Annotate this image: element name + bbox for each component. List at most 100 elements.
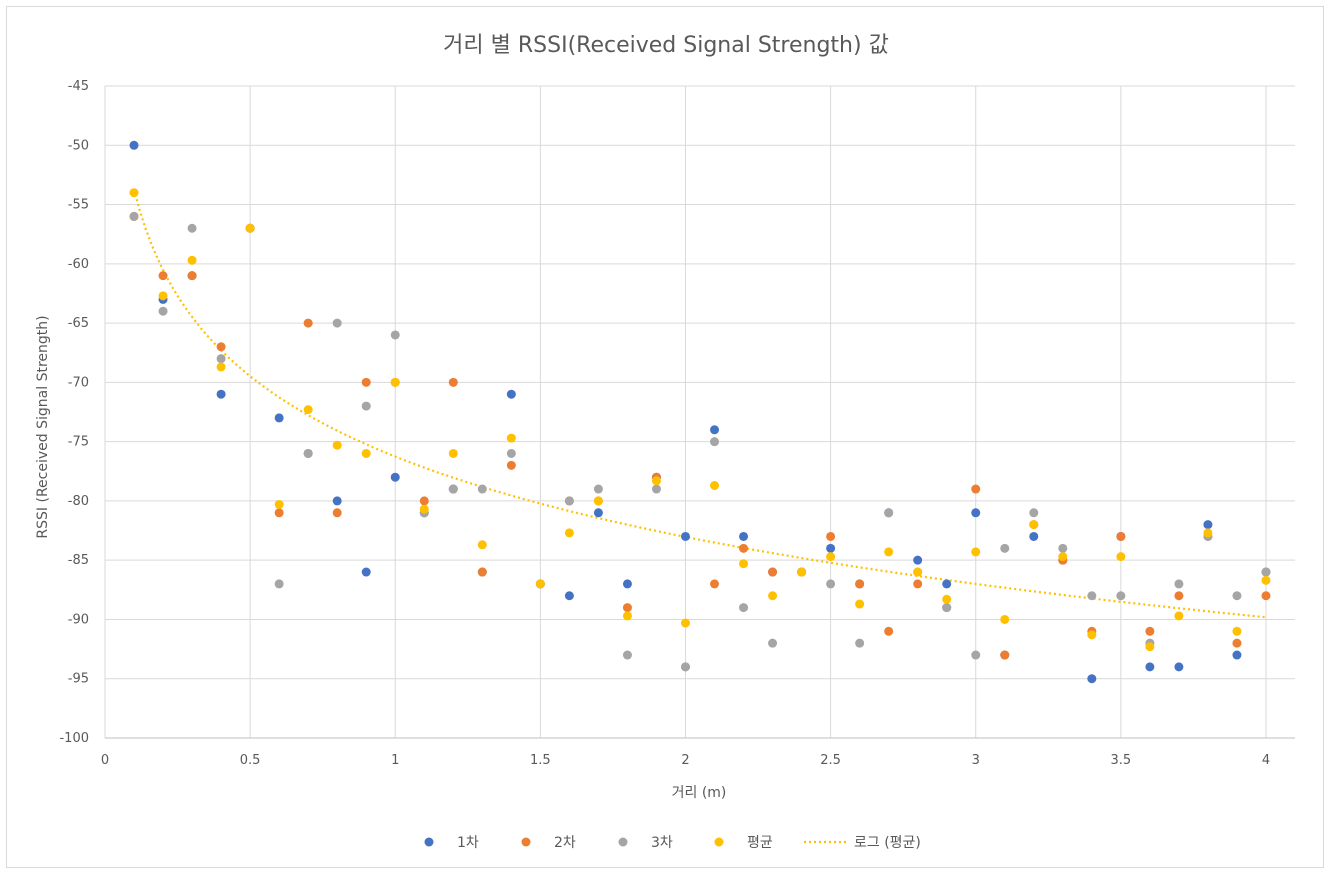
point-series-3 bbox=[506, 448, 516, 458]
point-series-3 bbox=[1000, 543, 1010, 553]
point-series-2 bbox=[274, 508, 284, 518]
x-axis-ticks: 0 0.5 1 1.5 2 2.5 3 3.5 4 bbox=[101, 753, 1270, 768]
y-axis-title: RSSI (Received Signal Strength) bbox=[35, 315, 51, 538]
point-series-2 bbox=[739, 543, 749, 553]
point-series-1 bbox=[739, 531, 749, 541]
point-series-3 bbox=[710, 437, 720, 447]
point-series-3 bbox=[158, 306, 168, 316]
point-series-3 bbox=[971, 650, 981, 660]
point-series-1 bbox=[129, 140, 139, 150]
y-tick-label: -55 bbox=[68, 198, 89, 213]
point-series-4 bbox=[274, 499, 284, 509]
point-series-4 bbox=[680, 618, 690, 628]
point-series-4 bbox=[129, 188, 139, 198]
x-axis-title: 거리 (m) bbox=[672, 785, 727, 801]
point-series-2 bbox=[622, 603, 632, 613]
point-series-2 bbox=[1145, 626, 1155, 636]
y-tick-label: -90 bbox=[68, 612, 89, 627]
point-series-3 bbox=[680, 662, 690, 672]
point-series-2 bbox=[1000, 650, 1010, 660]
point-series-2 bbox=[477, 567, 487, 577]
point-series-4 bbox=[797, 567, 807, 577]
point-series-1 bbox=[942, 579, 952, 589]
point-series-4 bbox=[942, 594, 952, 604]
point-series-4 bbox=[1261, 575, 1271, 585]
point-series-4 bbox=[1145, 642, 1155, 652]
point-series-1 bbox=[564, 591, 574, 601]
point-series-3 bbox=[1261, 567, 1271, 577]
y-tick-label: -95 bbox=[68, 672, 89, 687]
point-series-1 bbox=[971, 508, 981, 518]
point-series-2 bbox=[710, 579, 720, 589]
point-series-3 bbox=[1116, 591, 1126, 601]
point-series-3 bbox=[390, 330, 400, 340]
y-tick-label: -65 bbox=[68, 316, 89, 331]
point-series-1 bbox=[826, 543, 836, 553]
point-series-3 bbox=[826, 579, 836, 589]
legend-marker-3 bbox=[618, 837, 628, 847]
point-series-4 bbox=[448, 448, 458, 458]
point-series-2 bbox=[187, 271, 197, 281]
point-series-2 bbox=[332, 508, 342, 518]
chart-frame: 거리 별 RSSI(Received Signal Strength) 값 -4… bbox=[6, 6, 1324, 868]
point-series-3 bbox=[1029, 508, 1039, 518]
point-series-4 bbox=[506, 433, 516, 443]
x-tick-label: 1.5 bbox=[530, 753, 551, 768]
x-tick-label: 2 bbox=[681, 753, 689, 768]
point-series-4 bbox=[768, 591, 778, 601]
point-series-3 bbox=[1087, 591, 1097, 601]
point-series-3 bbox=[651, 484, 661, 494]
point-series-4 bbox=[187, 255, 197, 265]
point-series-4 bbox=[303, 405, 313, 415]
x-tick-label: 4 bbox=[1262, 753, 1270, 768]
trendline-log-average bbox=[132, 189, 1267, 619]
point-series-1 bbox=[622, 579, 632, 589]
point-series-4 bbox=[1174, 611, 1184, 621]
point-series-4 bbox=[884, 547, 894, 557]
point-series-2 bbox=[419, 496, 429, 506]
point-series-1 bbox=[216, 389, 226, 399]
point-series-1 bbox=[274, 413, 284, 423]
point-series-3 bbox=[303, 448, 313, 458]
y-tick-label: -75 bbox=[68, 435, 89, 450]
point-series-3 bbox=[884, 508, 894, 518]
point-series-3 bbox=[593, 484, 603, 494]
point-series-3 bbox=[477, 484, 487, 494]
point-series-3 bbox=[739, 603, 749, 613]
point-series-4 bbox=[535, 579, 545, 589]
point-series-3 bbox=[129, 211, 139, 221]
point-series-3 bbox=[332, 318, 342, 328]
point-series-2 bbox=[361, 377, 371, 387]
legend-marker-2 bbox=[521, 837, 531, 847]
point-series-3 bbox=[1174, 579, 1184, 589]
point-series-2 bbox=[971, 484, 981, 494]
point-series-1 bbox=[1145, 662, 1155, 672]
data-points bbox=[129, 140, 1271, 684]
point-series-3 bbox=[187, 223, 197, 233]
point-series-2 bbox=[158, 271, 168, 281]
x-tick-label: 3.5 bbox=[1111, 753, 1132, 768]
legend-label-3: 3차 bbox=[651, 835, 673, 851]
point-series-1 bbox=[680, 531, 690, 541]
point-series-1 bbox=[1029, 531, 1039, 541]
point-series-2 bbox=[1174, 591, 1184, 601]
point-series-2 bbox=[506, 460, 516, 470]
legend-label-1: 1차 bbox=[457, 835, 479, 851]
point-series-3 bbox=[942, 603, 952, 613]
point-series-3 bbox=[361, 401, 371, 411]
legend-marker-4 bbox=[714, 837, 724, 847]
point-series-4 bbox=[1058, 552, 1068, 562]
point-series-4 bbox=[651, 476, 661, 486]
point-series-4 bbox=[971, 547, 981, 557]
y-tick-label: -60 bbox=[68, 257, 89, 272]
point-series-2 bbox=[216, 342, 226, 352]
y-tick-label: -100 bbox=[59, 731, 89, 746]
point-series-4 bbox=[216, 362, 226, 372]
legend-marker-1 bbox=[424, 837, 434, 847]
point-series-4 bbox=[1087, 630, 1097, 640]
point-series-4 bbox=[361, 448, 371, 458]
point-series-2 bbox=[1116, 531, 1126, 541]
point-series-2 bbox=[913, 579, 923, 589]
point-series-2 bbox=[855, 579, 865, 589]
point-series-1 bbox=[390, 472, 400, 482]
